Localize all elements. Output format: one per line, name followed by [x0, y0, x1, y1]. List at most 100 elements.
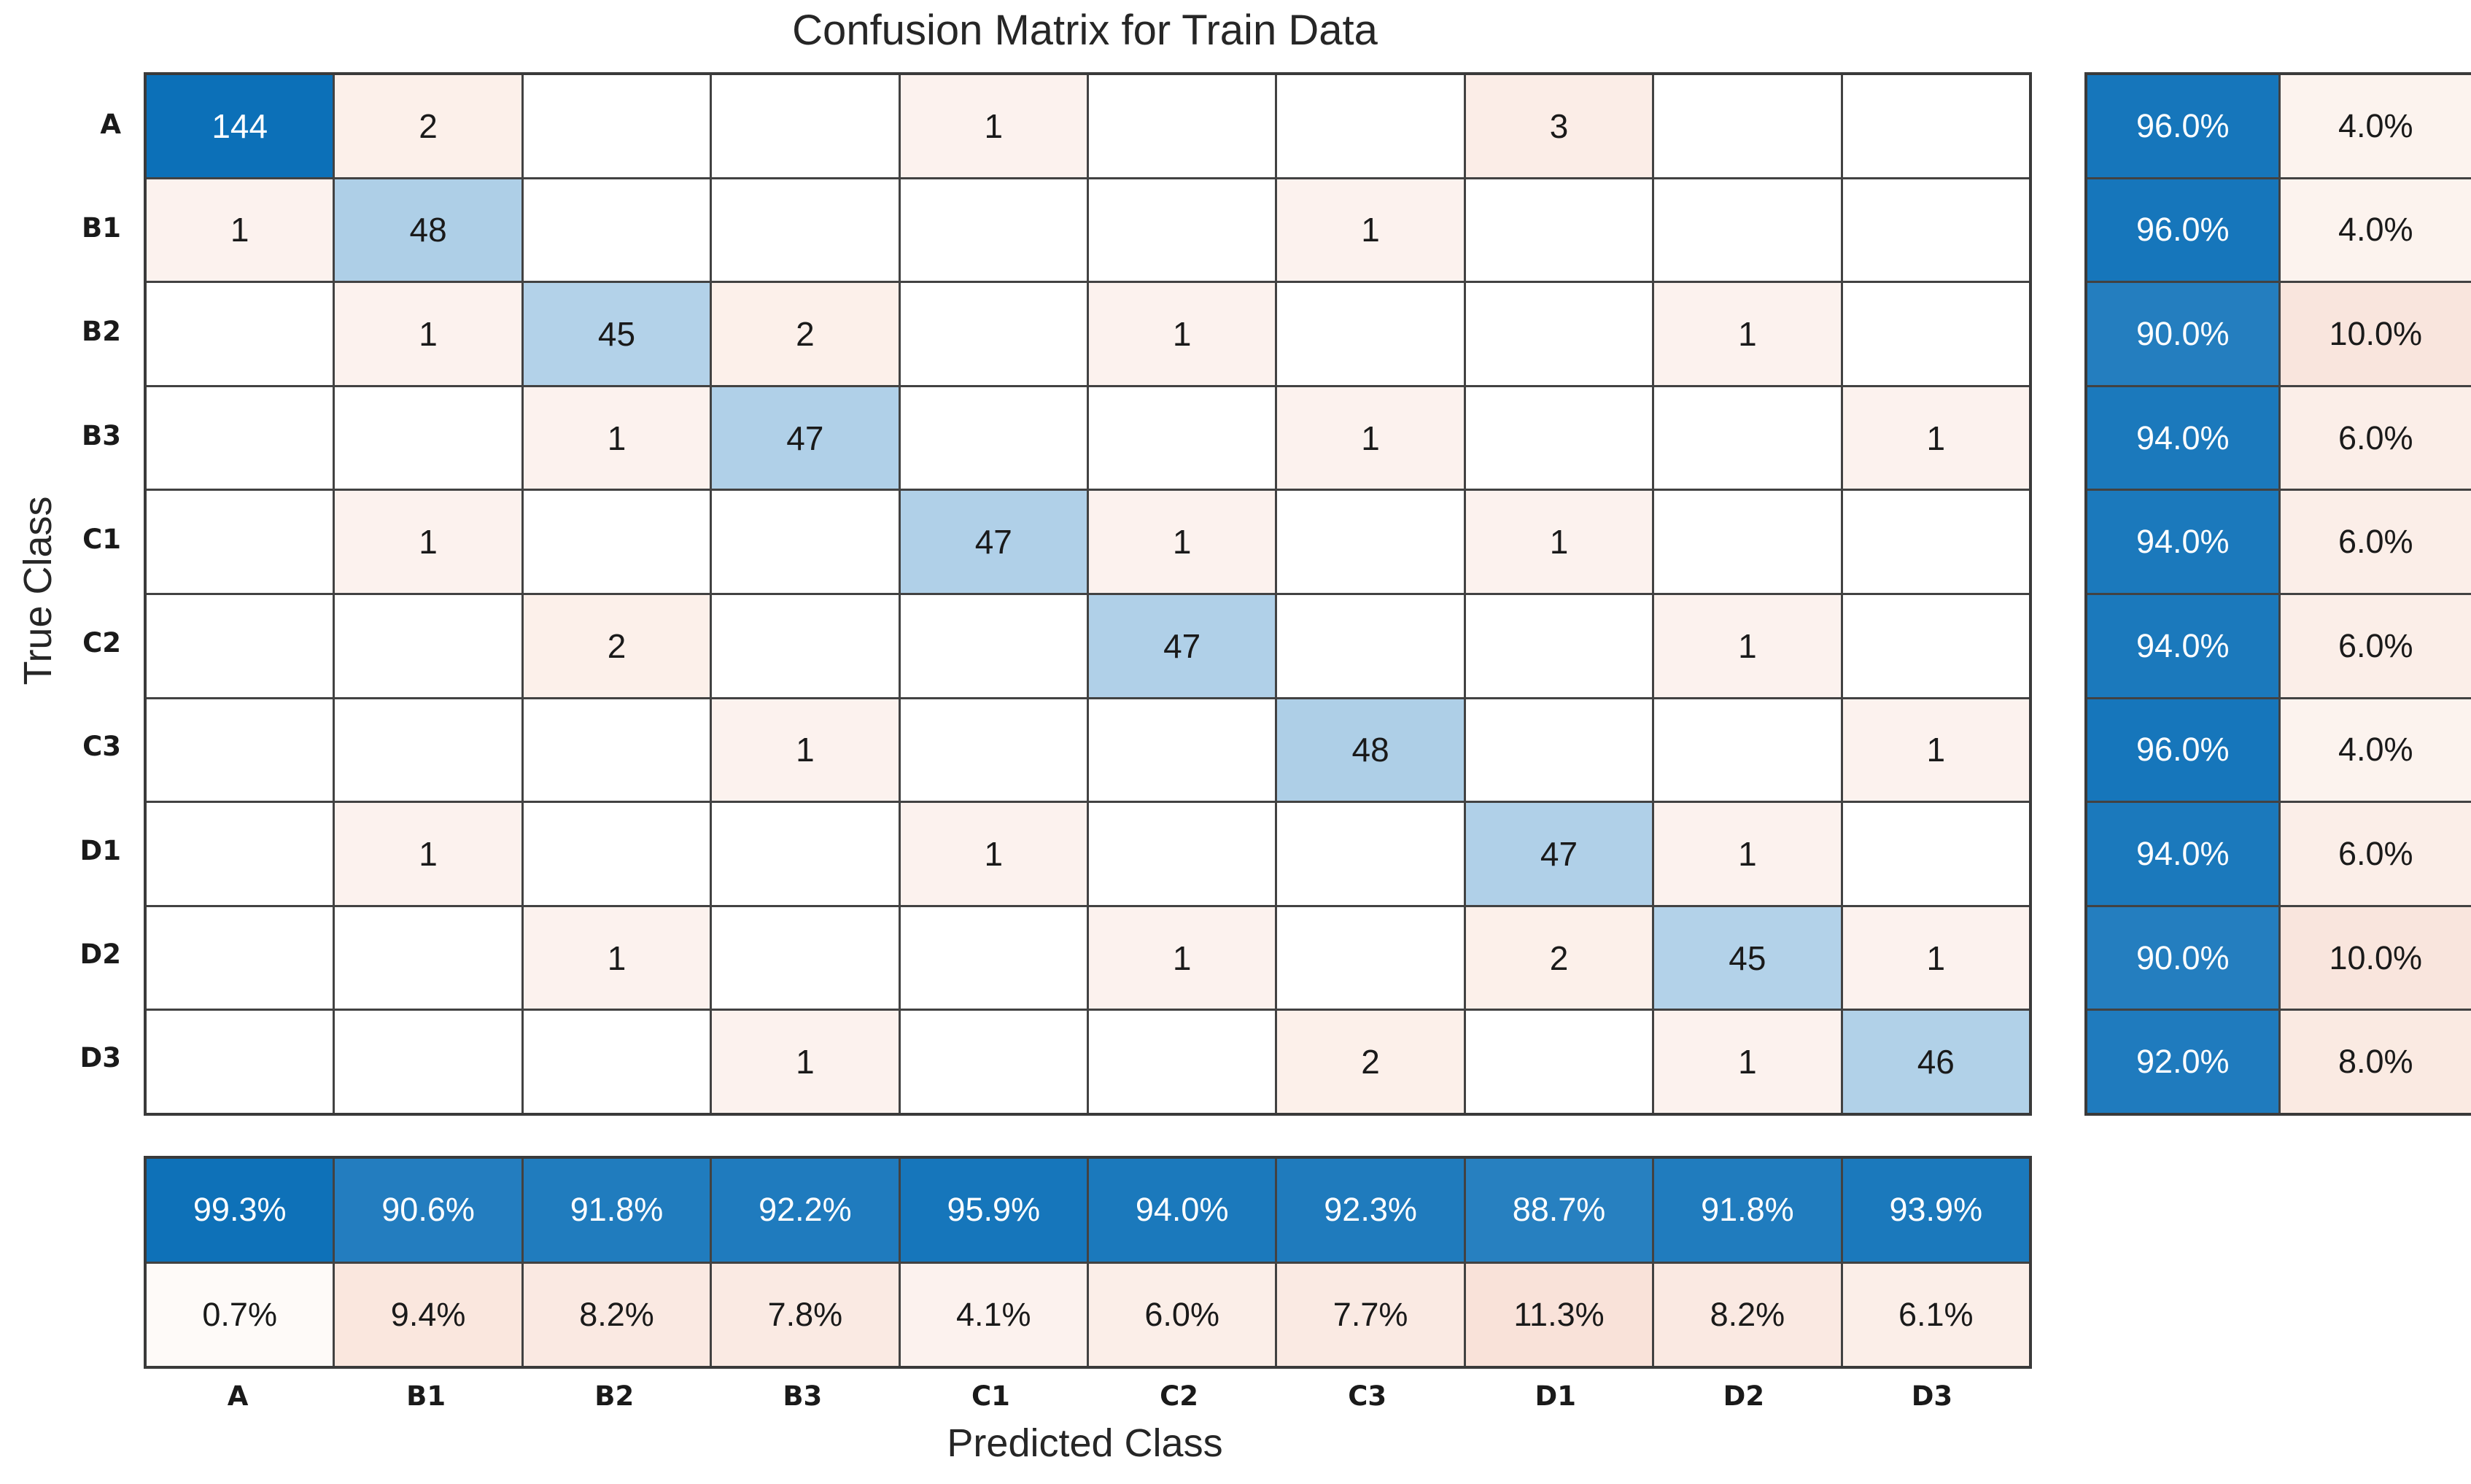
matrix-cell: 1 [335, 283, 521, 385]
matrix-cell [523, 1011, 710, 1113]
matrix-cell: 1 [1088, 906, 1276, 1009]
matrix-cell: 1 [523, 386, 710, 489]
row-summary-incorrect-cell: 6.0% [2280, 386, 2471, 489]
row-summary-incorrect-cell: 10.0% [2280, 906, 2471, 1009]
row-summary-incorrect-cell: 6.0% [2280, 803, 2471, 905]
x-tick-label: A [227, 1380, 249, 1412]
matrix-cell: 1 [335, 491, 521, 593]
matrix-cell-diagonal: 47 [712, 386, 899, 489]
matrix-cell: 1 [900, 803, 1087, 905]
matrix-cell [147, 803, 333, 905]
y-tick-label: C3 [82, 731, 121, 763]
y-tick-label: B3 [82, 419, 121, 451]
x-tick-label: B1 [406, 1380, 446, 1412]
matrix-cell [1842, 283, 2029, 385]
matrix-cell: 1 [1654, 803, 1841, 905]
col-summary-correct-cell: 90.6% [335, 1159, 521, 1262]
matrix-cell [1088, 179, 1276, 281]
matrix-cell [1088, 1011, 1276, 1113]
row-summary-incorrect-cell: 4.0% [2280, 179, 2471, 281]
x-tick-label: D3 [1911, 1380, 1953, 1412]
matrix-cell-diagonal: 45 [1654, 906, 1841, 1009]
matrix-cell [147, 386, 333, 489]
matrix-cell [1465, 595, 1653, 697]
matrix-cell [1654, 699, 1841, 801]
matrix-cell [1465, 179, 1653, 281]
row-summary-incorrect-cell: 6.0% [2280, 491, 2471, 593]
matrix-cell [900, 179, 1087, 281]
col-summary-incorrect-cell: 6.0% [1088, 1263, 1276, 1366]
matrix-cell [1277, 283, 1464, 385]
row-summary-correct-cell: 94.0% [2087, 595, 2278, 697]
matrix-cell [147, 699, 333, 801]
matrix-cell [335, 699, 521, 801]
row-summary-correct-cell: 96.0% [2087, 179, 2278, 281]
row-summary-correct-cell: 94.0% [2087, 386, 2278, 489]
matrix-cell [1842, 179, 2029, 281]
y-tick-label: B1 [82, 211, 121, 244]
matrix-cell [1842, 595, 2029, 697]
matrix-cell-diagonal: 47 [900, 491, 1087, 593]
x-tick-label: C1 [971, 1380, 1010, 1412]
col-summary-incorrect-cell: 0.7% [147, 1263, 333, 1366]
matrix-cell [712, 75, 899, 177]
matrix-cell: 1 [1654, 283, 1841, 385]
col-summary-correct-cell: 92.2% [712, 1159, 899, 1262]
matrix-cell: 1 [1088, 491, 1276, 593]
col-summary-correct-cell: 92.3% [1277, 1159, 1464, 1262]
row-summary-incorrect-cell: 4.0% [2280, 699, 2471, 801]
row-summary-correct-cell: 96.0% [2087, 75, 2278, 177]
matrix-cell-diagonal: 47 [1088, 595, 1276, 697]
matrix-cell [1088, 803, 1276, 905]
row-summary-incorrect-cell: 8.0% [2280, 1011, 2471, 1113]
y-tick-label: D1 [79, 834, 121, 866]
matrix-cell-diagonal: 48 [1277, 699, 1464, 801]
matrix-cell: 1 [335, 803, 521, 905]
matrix-cell [1842, 803, 2029, 905]
matrix-cell [1088, 386, 1276, 489]
matrix-cell [147, 595, 333, 697]
matrix-cell: 1 [1088, 283, 1276, 385]
x-tick-label: C3 [1348, 1380, 1387, 1412]
matrix-cell: 1 [712, 699, 899, 801]
matrix-cell [1088, 699, 1276, 801]
matrix-cell: 2 [1277, 1011, 1464, 1113]
matrix-cell: 1 [523, 906, 710, 1009]
matrix-cell-diagonal: 45 [523, 283, 710, 385]
row-summary-incorrect-cell: 4.0% [2280, 75, 2471, 177]
row-summary-correct-cell: 90.0% [2087, 283, 2278, 385]
matrix-cell [1465, 386, 1653, 489]
matrix-cell [1277, 803, 1464, 905]
matrix-cell [900, 386, 1087, 489]
col-summary-correct-cell: 88.7% [1465, 1159, 1653, 1262]
matrix-cell: 3 [1465, 75, 1653, 177]
matrix-cell [900, 595, 1087, 697]
matrix-cell [523, 699, 710, 801]
col-summary-incorrect-cell: 4.1% [900, 1263, 1087, 1366]
x-axis-ticks: A B1 B2 B3 C1 C2 C3 D1 D2 D3 [144, 1380, 2026, 1418]
matrix-cell [147, 283, 333, 385]
x-tick-label: D2 [1723, 1380, 1765, 1412]
x-tick-label: C2 [1160, 1380, 1198, 1412]
matrix-cell [900, 1011, 1087, 1113]
matrix-cell-diagonal: 47 [1465, 803, 1653, 905]
matrix-cell [147, 1011, 333, 1113]
matrix-cell [712, 179, 899, 281]
y-tick-label: C1 [82, 523, 121, 555]
matrix-cell: 1 [1277, 386, 1464, 489]
row-summary-correct-cell: 94.0% [2087, 803, 2278, 905]
matrix-cell: 1 [1654, 1011, 1841, 1113]
x-tick-label: D1 [1535, 1380, 1576, 1412]
matrix-cell [335, 1011, 521, 1113]
col-summary-incorrect-cell: 7.7% [1277, 1263, 1464, 1366]
matrix-cell [147, 491, 333, 593]
matrix-cell-diagonal: 48 [335, 179, 521, 281]
matrix-cell [335, 595, 521, 697]
x-tick-label: B2 [594, 1380, 635, 1412]
row-summary-correct-cell: 90.0% [2087, 906, 2278, 1009]
matrix-cell: 2 [335, 75, 521, 177]
matrix-cell: 2 [712, 283, 899, 385]
matrix-cell: 1 [1842, 906, 2029, 1009]
row-summary-panel: 96.0% 4.0% 96.0% 4.0% 90.0% 10.0% 94.0% 6.0% 94.… [2084, 72, 2471, 1116]
column-summary-panel: 99.3% 90.6% 91.8% 92.2% 95.9% 94.0% 92.3% 88.7%… [144, 1156, 2032, 1369]
